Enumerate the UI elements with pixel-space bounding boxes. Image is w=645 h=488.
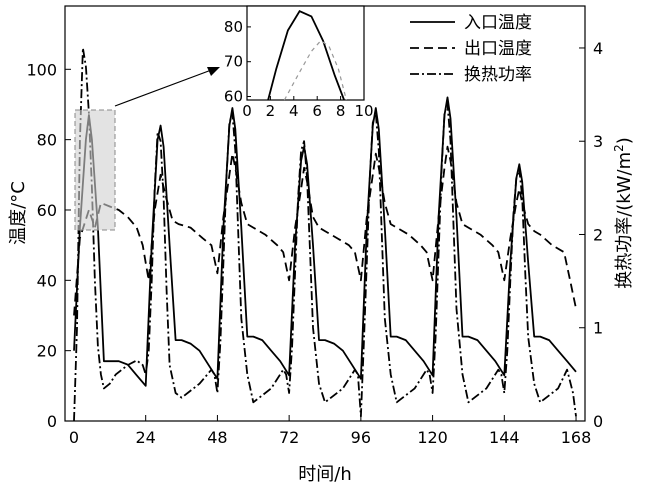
inset-y-tick-label: 70 [224,53,243,71]
y2-tick-label: 4 [593,39,603,58]
y2-axis-title-main: 换热功率/(kW/m [614,152,635,289]
y2-tick-label: 1 [593,319,603,338]
x-tick-label: 144 [489,428,520,447]
legend-label-outlet: 出口温度 [464,39,532,59]
inset-y-tick-label: 80 [224,18,243,36]
inset-pointer-arrowhead [207,67,220,76]
y-tick-label: 60 [37,201,57,220]
series-line-heat-power [73,47,577,422]
x-tick-label: 72 [279,428,299,447]
inset-line-inlet-temp [267,10,345,101]
inset-x-tick-label: 6 [312,102,322,120]
x-tick-label: 168 [561,428,592,447]
y-tick-label: 80 [37,131,57,150]
inset-x-tick-label: 8 [336,102,346,120]
y2-tick-label: 3 [593,132,603,151]
legend-label-power: 换热功率 [464,65,532,85]
inset-y-tick-label: 60 [224,88,243,106]
y2-tick-label: 2 [593,225,603,244]
highlight-region [74,109,116,231]
series-layer [73,47,577,422]
y2-tick-label: 0 [593,412,603,431]
y-tick-label: 0 [47,412,57,431]
y2-axis-title-superscript: 2 [612,144,626,152]
series-line-outlet-temp [73,145,577,316]
y-axis-title: 温度/°C [8,181,29,245]
y2-axis-title: 换热功率/(kW/m2) [612,137,635,289]
x-axis-title: 时间/h [298,464,351,485]
inset-x-tick-label: 10 [354,102,373,120]
y-tick-label: 20 [37,342,57,361]
y-tick-label: 100 [26,60,57,79]
inset-x-tick-label: 0 [242,102,252,120]
inset-series-layer [267,10,347,101]
inset-axes-layer: 0 2 4 6 8 10 60 70 80 [224,18,374,120]
x-tick-label: 96 [351,428,371,447]
inset-chart: 0 2 4 6 8 10 60 70 80 [224,5,374,120]
y-tick-label: 40 [37,271,57,290]
y2-axis-title-end: ) [614,137,635,144]
x-tick-label: 120 [417,428,448,447]
x-tick-label: 24 [136,428,156,447]
inset-x-tick-label: 2 [266,102,276,120]
x-tick-label: 0 [69,428,79,447]
x-tick-label: 48 [207,428,227,447]
legend-label-inlet: 入口温度 [464,13,532,33]
inset-pointer-arrow [114,68,215,107]
legend: 入口温度 出口温度 换热功率 [410,13,532,85]
inset-frame [246,5,365,101]
inset-x-tick-label: 4 [289,102,299,120]
